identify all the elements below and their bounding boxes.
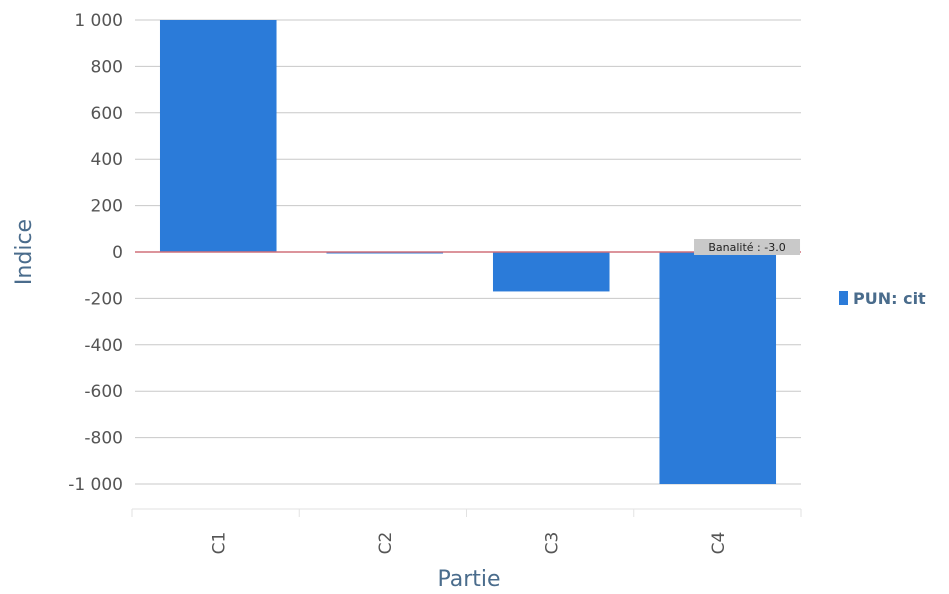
annotation-box xyxy=(694,239,801,255)
x-tick-label: C4 xyxy=(709,532,729,555)
annotation-layer: Banalité : -3.0 xyxy=(694,239,801,255)
x-axis: C1 C2 C3 C4 xyxy=(131,508,802,555)
x-axis-title: Partie xyxy=(437,567,500,592)
legend[interactable]: PUN: cit xyxy=(839,289,926,308)
legend-label: PUN: cit xyxy=(853,289,926,308)
y-tick-label: 400 xyxy=(91,150,123,170)
legend-swatch xyxy=(839,291,848,305)
y-tick-label: 200 xyxy=(91,197,123,217)
bar-c3 xyxy=(492,252,610,292)
y-tick-label: -800 xyxy=(84,429,123,449)
y-axis-ticks: 1 000 800 600 400 200 0 -200 -400 -600 -800 -1 000 xyxy=(68,11,123,495)
y-tick-label: 600 xyxy=(91,104,123,124)
bars-layer xyxy=(159,20,777,484)
y-tick-label: 1 000 xyxy=(74,11,123,31)
annotation-label: Banalité : -3.0 xyxy=(708,241,785,254)
bar-c1 xyxy=(159,20,277,252)
y-tick-label: -600 xyxy=(84,382,123,402)
y-tick-label: 0 xyxy=(112,243,123,263)
y-tick-label: -400 xyxy=(84,336,123,356)
x-tick-label: C2 xyxy=(376,532,396,555)
x-tick-label: C3 xyxy=(542,532,562,555)
y-axis-title: Indice xyxy=(12,219,37,285)
y-tick-label: 800 xyxy=(91,57,123,77)
bar-c4 xyxy=(659,252,777,484)
x-tick-label: C1 xyxy=(209,532,229,555)
y-tick-label: -1 000 xyxy=(68,475,123,495)
y-tick-label: -200 xyxy=(84,289,123,309)
